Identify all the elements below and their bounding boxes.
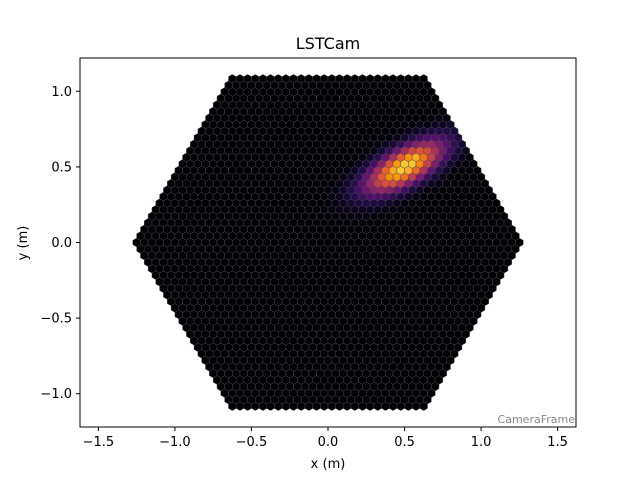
camera-pixel [381, 74, 390, 84]
chart-title: LSTCam [296, 34, 360, 53]
camera-pixels [132, 74, 524, 411]
x-tick-label: 0.5 [394, 435, 415, 450]
camera-pixel [335, 74, 344, 84]
x-tick-label: −1.5 [83, 435, 115, 450]
camera-pixel [404, 74, 413, 84]
camera-pixel [312, 74, 321, 84]
y-tick-label: −0.5 [40, 312, 72, 327]
x-tick-label: −1.0 [159, 435, 191, 450]
camera-pixel [327, 74, 336, 84]
x-axis: −1.5 −1.0 −0.5 0.0 0.5 1.0 1.5 [83, 427, 568, 450]
camera-pixel [350, 74, 359, 84]
camera-pixel [411, 74, 421, 84]
camera-pixel [297, 74, 306, 84]
y-tick-label: 0.0 [51, 236, 72, 251]
x-tick-label: 1.5 [547, 435, 568, 450]
y-tick-label: 0.5 [51, 160, 72, 175]
camera-pixel [266, 74, 275, 84]
x-tick-label: 1.0 [471, 435, 492, 450]
camera-frame-label: CameraFrame [498, 413, 576, 426]
camera-pixel [343, 74, 352, 84]
x-tick-label: 0.0 [318, 435, 339, 450]
y-axis: 1.0 0.5 0.0 −0.5 −1.0 [40, 85, 80, 402]
plot-area [132, 74, 524, 411]
y-axis-label: y (m) [16, 226, 31, 261]
camera-pixel [251, 74, 260, 84]
y-tick-label: 1.0 [51, 85, 72, 100]
camera-pixel [396, 74, 405, 84]
x-axis-label: x (m) [311, 457, 346, 472]
camera-pixel [373, 74, 382, 84]
camera-pixel [304, 74, 313, 84]
camera-pixel [320, 74, 329, 84]
camera-pixel [281, 74, 290, 84]
camera-pixel [258, 74, 267, 84]
camera-pixel [419, 74, 428, 84]
camera-pixel [389, 74, 398, 84]
camera-pixel [366, 74, 375, 84]
camera-pixel [289, 74, 298, 84]
camera-pixel [243, 74, 252, 84]
camera-pixel [228, 74, 237, 84]
camera-pixel [235, 74, 245, 84]
camera-pixel [274, 74, 283, 84]
camera-pixel [358, 74, 367, 84]
y-tick-label: −1.0 [40, 387, 72, 402]
x-tick-label: −0.5 [236, 435, 268, 450]
